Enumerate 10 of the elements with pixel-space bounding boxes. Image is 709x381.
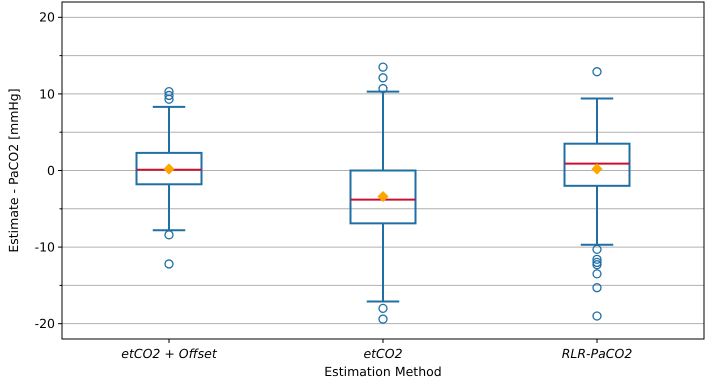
y-tick-label: 0 — [47, 162, 56, 178]
y-tick-label: 20 — [39, 10, 56, 25]
x-axis-title: Estimation Method — [324, 364, 442, 379]
x-tick-label: RLR-PaCO2 — [562, 346, 632, 361]
y-tick-label: -20 — [34, 316, 56, 332]
y-axis-title: Estimate - PaCO2 [mmHg] — [6, 88, 21, 253]
x-tick-label: etCO2 + Offset — [121, 346, 218, 361]
x-tick-label: etCO2 — [363, 346, 403, 361]
y-tick-label: 10 — [39, 86, 56, 102]
y-tick-label: -10 — [34, 239, 56, 254]
